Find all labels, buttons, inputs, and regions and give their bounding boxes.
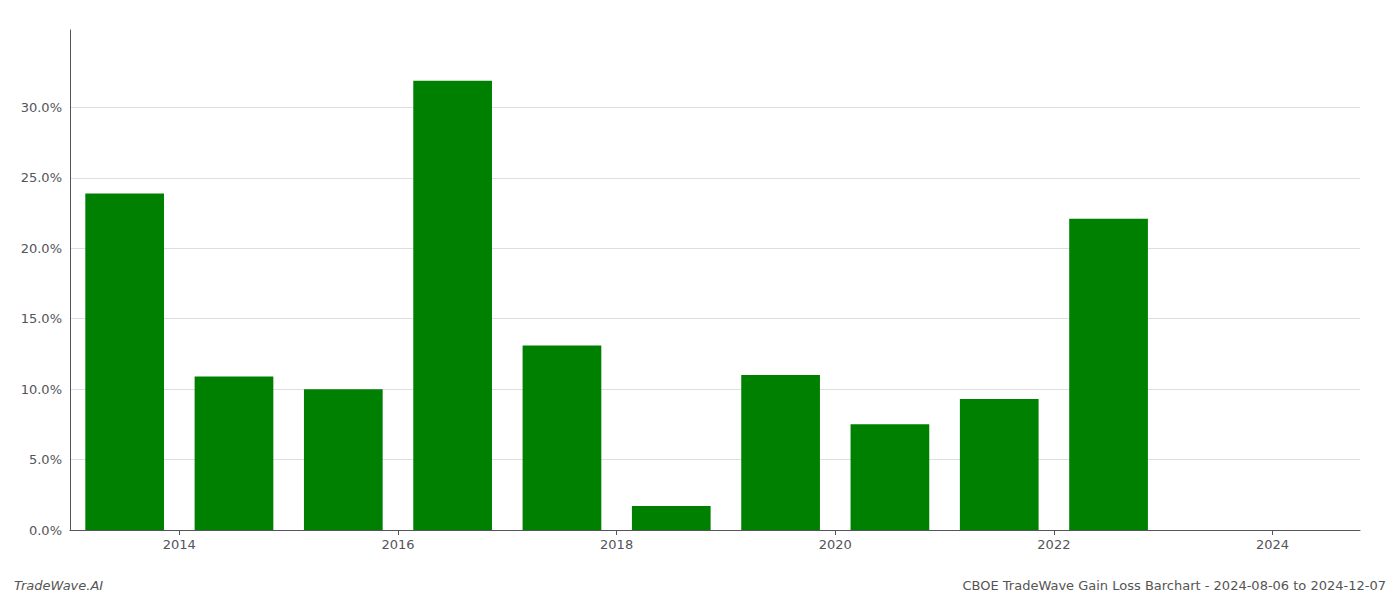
svg-text:15.0%: 15.0% bbox=[21, 311, 62, 326]
svg-text:2022: 2022 bbox=[1037, 537, 1070, 552]
svg-text:2024: 2024 bbox=[1256, 537, 1289, 552]
svg-text:2020: 2020 bbox=[819, 537, 852, 552]
svg-text:2014: 2014 bbox=[163, 537, 196, 552]
svg-text:TradeWave.AI: TradeWave.AI bbox=[14, 578, 103, 593]
svg-text:0.0%: 0.0% bbox=[29, 523, 62, 538]
svg-text:20.0%: 20.0% bbox=[21, 241, 62, 256]
svg-text:CBOE TradeWave Gain Loss Barch: CBOE TradeWave Gain Loss Barchart - 2024… bbox=[962, 578, 1386, 593]
svg-text:2016: 2016 bbox=[381, 537, 414, 552]
svg-text:5.0%: 5.0% bbox=[29, 452, 62, 467]
svg-text:30.0%: 30.0% bbox=[21, 100, 62, 115]
svg-text:25.0%: 25.0% bbox=[21, 170, 62, 185]
svg-text:2018: 2018 bbox=[600, 537, 633, 552]
svg-text:10.0%: 10.0% bbox=[21, 382, 62, 397]
